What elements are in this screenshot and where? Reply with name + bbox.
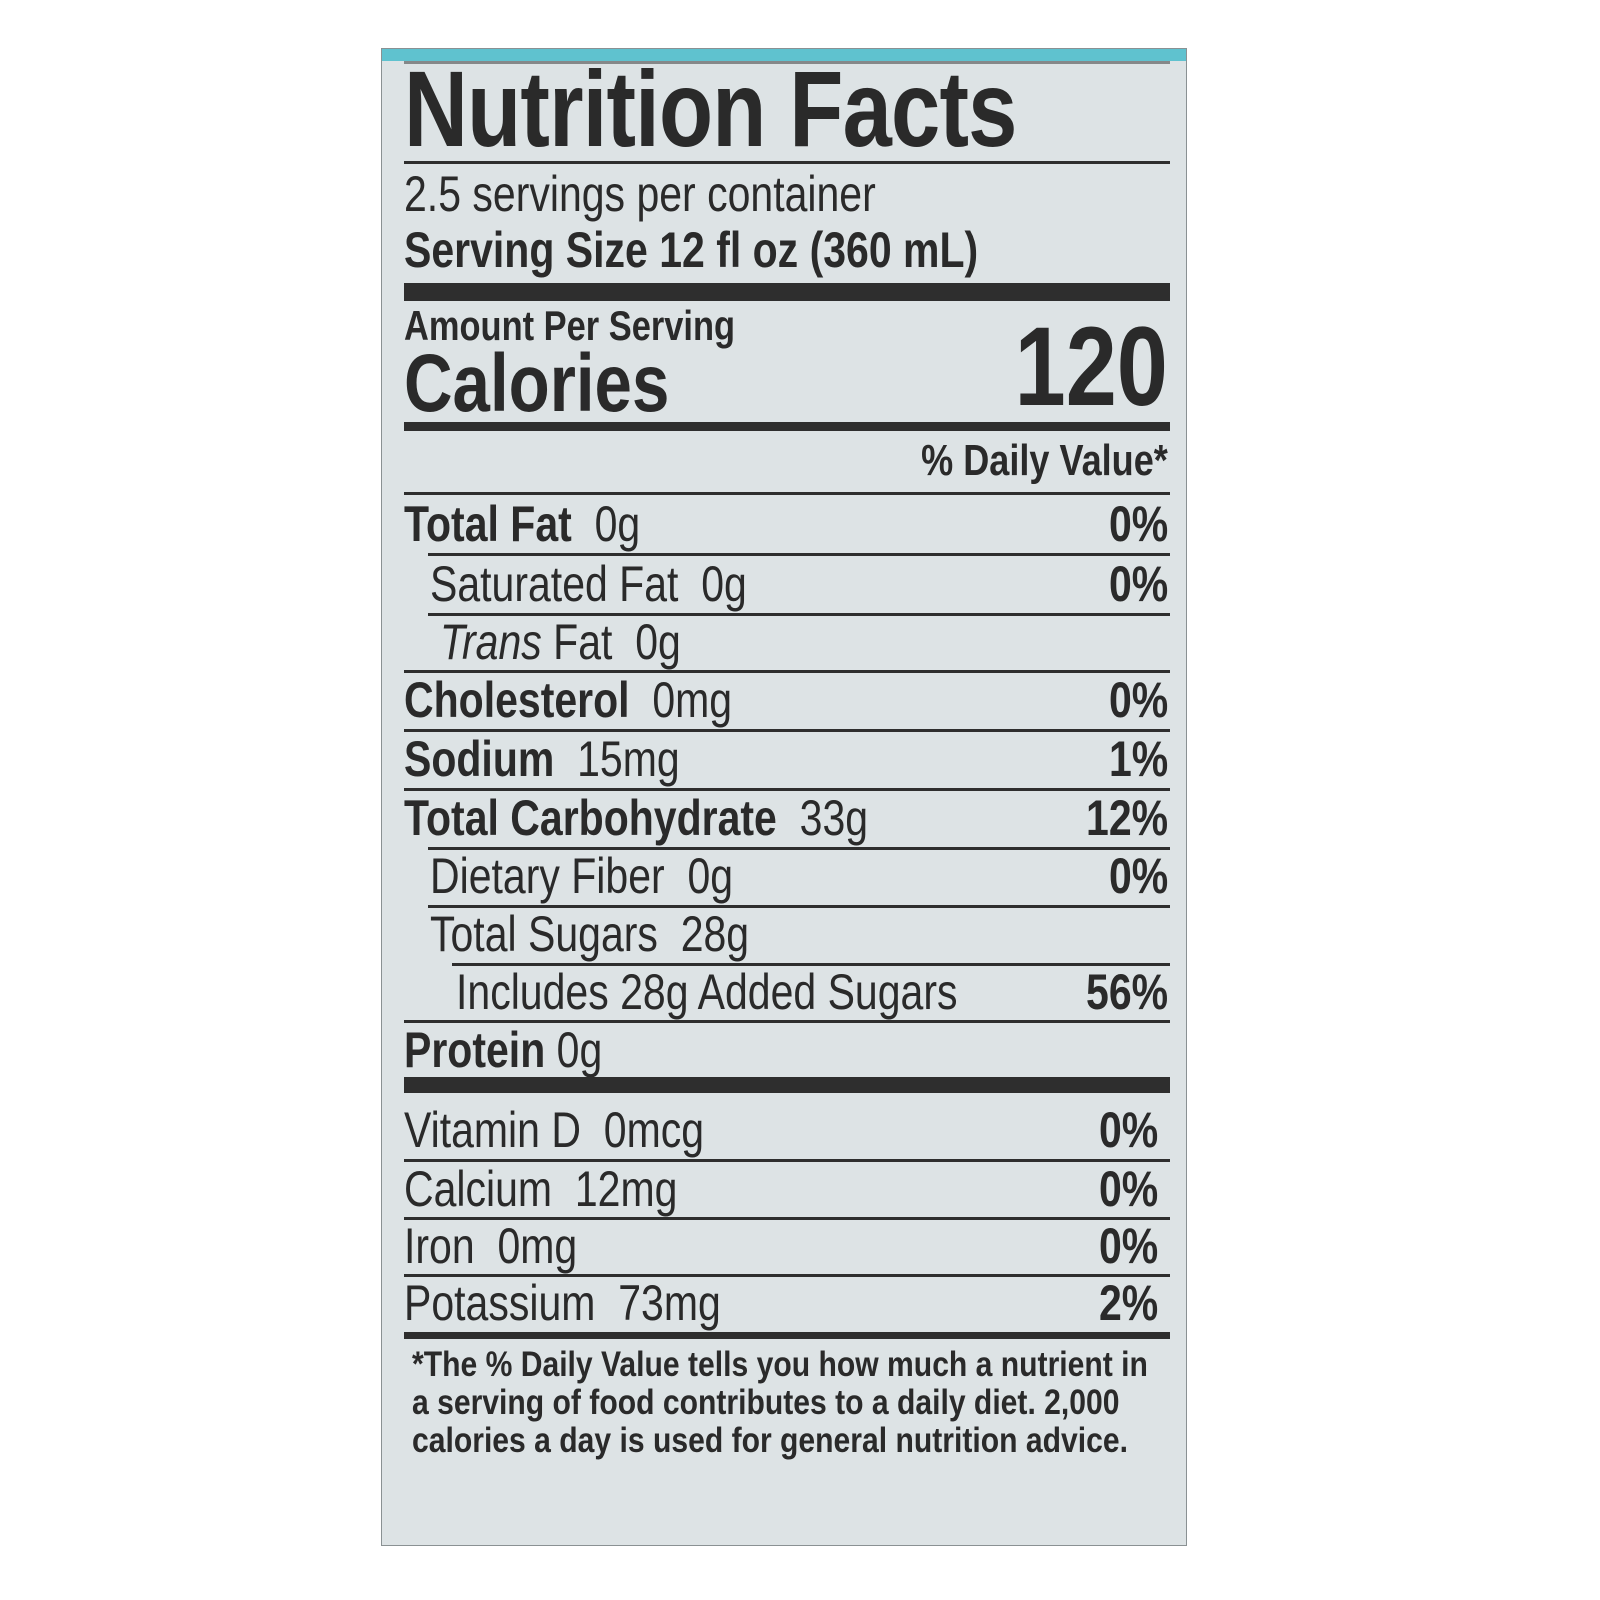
nutrient-dv: 0% (1108, 672, 1168, 728)
nutrient-row-added-sugars: Includes 28g Added Sugars 56% (456, 965, 1168, 1019)
divider (404, 1020, 1170, 1023)
title-row: Nutrition Facts (404, 48, 1168, 169)
nutrient-dv: 0% (1108, 848, 1168, 904)
nutrient-amount: 28g (680, 906, 750, 962)
vitamin-row-potassium: Potassium 73mg 2% (404, 1276, 1158, 1330)
nutrient-dv: 0% (1108, 496, 1168, 552)
vitamin-dv: 0% (1098, 1102, 1158, 1158)
vitamin-amount: 0mcg (603, 1102, 705, 1158)
nutrient-name: Saturated Fat (430, 556, 679, 612)
nutrient-amount: 0mg (652, 672, 733, 728)
divider (404, 161, 1170, 164)
nutrient-amount: 0g (635, 614, 681, 670)
nutrient-row-saturated-fat: Saturated Fat 0g 0% (430, 557, 1168, 611)
nutrient-name: Trans (440, 614, 542, 670)
servings-per-container: 2.5 servings per container (404, 166, 876, 222)
nutrient-name: Cholesterol (404, 672, 630, 728)
divider (428, 553, 1170, 556)
divider (404, 729, 1170, 732)
nutrient-name: Total Fat (404, 496, 572, 552)
divider (404, 670, 1170, 673)
divider (452, 963, 1170, 966)
nutrient-name-suffix: Fat (553, 614, 613, 670)
nutrient-name: Total Carbohydrate (404, 790, 777, 846)
nutrient-name: Dietary Fiber (430, 848, 665, 904)
nutrient-dv: 12% (1085, 790, 1168, 846)
daily-value-header: % Daily Value* (921, 436, 1168, 485)
divider (404, 492, 1170, 495)
divider (404, 61, 1170, 64)
vitamin-amount: 73mg (618, 1275, 721, 1331)
nutrient-amount: 15mg (577, 731, 680, 787)
nutrient-amount: 0g (687, 848, 734, 904)
nutrient-name: Protein (404, 1022, 546, 1078)
servings-row: 2.5 servings per container (404, 167, 1168, 221)
nutrient-name: Total Sugars (430, 906, 658, 962)
nutrient-row-trans-fat: Trans Fat 0g (440, 615, 1168, 669)
nutrient-name: Includes 28g Added Sugars (456, 964, 958, 1020)
nutrient-dv: 1% (1108, 731, 1168, 787)
nutrient-amount: 0g (594, 496, 641, 552)
vitamin-row-calcium: Calcium 12mg 0% (404, 1162, 1158, 1216)
divider (428, 905, 1170, 908)
calories-value: 120 (1014, 304, 1168, 429)
nutrient-row-cholesterol: Cholesterol 0mg 0% (404, 673, 1168, 727)
vitamin-name: Vitamin D (404, 1102, 581, 1158)
nutrition-facts-label: Nutrition Facts 2.5 servings per contain… (381, 48, 1187, 1546)
nutrient-row-dietary-fiber: Dietary Fiber 0g 0% (430, 849, 1168, 903)
vitamin-dv: 0% (1098, 1161, 1158, 1217)
vitamin-row-iron: Iron 0mg 0% (404, 1219, 1158, 1273)
accent-band (382, 49, 1186, 61)
calories-label: Calories (404, 338, 670, 429)
divider-thick (404, 283, 1170, 301)
footnote: *The % Daily Value tells you how much a … (412, 1345, 1148, 1460)
nutrient-row-total-sugars: Total Sugars 28g (430, 907, 1168, 961)
vitamin-name: Calcium (404, 1161, 553, 1217)
serving-size-row: Serving Size 12 fl oz (360 mL) (404, 223, 1168, 277)
nutrient-row-total-carbohydrate: Total Carbohydrate 33g 12% (404, 791, 1168, 845)
nutrient-dv: 56% (1085, 964, 1168, 1020)
serving-size: Serving Size 12 fl oz (360 mL) (404, 222, 979, 278)
vitamin-dv: 2% (1098, 1275, 1158, 1331)
nutrient-amount: 0g (556, 1022, 603, 1078)
divider-thick (404, 1332, 1170, 1339)
divider (404, 1159, 1170, 1162)
label-title: Nutrition Facts (404, 48, 1017, 169)
nutrient-row-protein: Protein 0g (404, 1023, 1168, 1077)
nutrient-dv: 0% (1108, 556, 1168, 612)
calories-block: Amount Per Serving Calories 120 (404, 302, 1168, 429)
divider (428, 613, 1170, 616)
nutrient-amount: 33g (799, 790, 869, 846)
vitamin-amount: 12mg (574, 1161, 678, 1217)
vitamin-amount: 0mg (497, 1218, 578, 1274)
daily-value-header-row: % Daily Value* (404, 437, 1168, 485)
nutrient-row-sodium: Sodium 15mg 1% (404, 732, 1168, 786)
nutrient-row-total-fat: Total Fat 0g 0% (404, 497, 1168, 551)
nutrient-amount: 0g (701, 556, 747, 612)
vitamin-name: Potassium (404, 1275, 596, 1331)
divider (404, 1217, 1170, 1220)
calories-left-column: Amount Per Serving Calories (404, 302, 808, 429)
vitamin-row-vitamin-d: Vitamin D 0mcg 0% (404, 1103, 1158, 1157)
divider-thick (404, 1077, 1170, 1093)
divider (404, 1274, 1170, 1277)
vitamin-dv: 0% (1098, 1218, 1158, 1274)
nutrient-name: Sodium (404, 731, 555, 787)
divider-thick (404, 422, 1170, 431)
divider (428, 847, 1170, 850)
divider (404, 788, 1170, 791)
vitamin-name: Iron (404, 1218, 475, 1274)
amount-per-serving: Amount Per Serving (404, 302, 736, 349)
